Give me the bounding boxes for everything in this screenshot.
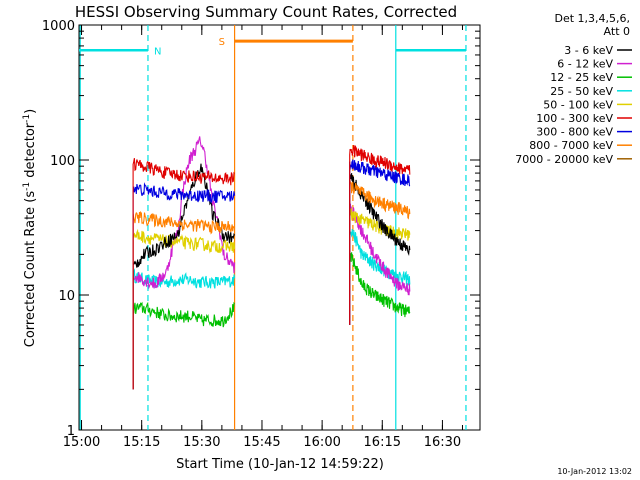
y-tick-label: 1 bbox=[67, 424, 75, 439]
x-tick-label: 16:00 bbox=[303, 435, 340, 450]
series-line bbox=[349, 159, 411, 325]
legend-label: 800 - 7000 keV bbox=[529, 139, 613, 152]
plot-frame bbox=[78, 24, 481, 431]
footer-timestamp: 10-Jan-2012 13:02 bbox=[557, 467, 632, 476]
legend-label: 25 - 50 keV bbox=[550, 85, 613, 98]
legend-label: 7000 - 20000 keV bbox=[515, 153, 613, 166]
series-line bbox=[349, 207, 411, 325]
y-axis-label: Corrected Count Rate (s-1 detector-1) bbox=[22, 109, 38, 347]
legend-header-line-1: Det 1,3,4,5,6, bbox=[554, 12, 630, 25]
x-tick-label: 15:15 bbox=[123, 435, 160, 450]
series-line bbox=[349, 226, 411, 325]
legend-label: 50 - 100 keV bbox=[543, 98, 613, 111]
series-line bbox=[132, 301, 236, 390]
series-line bbox=[349, 145, 411, 325]
chart-title: HESSI Observing Summary Count Rates, Cor… bbox=[75, 3, 457, 21]
legend-label: 6 - 12 keV bbox=[557, 58, 613, 71]
legend-label: 3 - 6 keV bbox=[564, 44, 613, 57]
night-label: N bbox=[154, 46, 161, 57]
saa-label: S bbox=[219, 37, 225, 48]
x-tick-label: 16:15 bbox=[364, 435, 401, 450]
x-tick-label: 15:00 bbox=[63, 435, 100, 450]
legend-label: 100 - 300 keV bbox=[536, 112, 613, 125]
x-tick-label: 15:30 bbox=[183, 435, 220, 450]
series-line bbox=[349, 248, 411, 325]
series-line bbox=[132, 228, 236, 390]
series-line bbox=[132, 158, 235, 390]
y-tick-label: 10 bbox=[58, 289, 75, 304]
axis-ticks: 1 10 100 1000 15:00 15:15 15:30 15:45 16:00 16:15… bbox=[42, 19, 480, 450]
legend-label: 300 - 800 keV bbox=[536, 126, 613, 139]
series-line bbox=[349, 173, 411, 325]
series-line bbox=[132, 182, 236, 390]
series-line bbox=[132, 268, 236, 390]
legend-label: 12 - 25 keV bbox=[550, 71, 613, 84]
x-tick-label: 16:30 bbox=[424, 435, 461, 450]
y-tick-label: 100 bbox=[50, 154, 75, 169]
plot-area: NS bbox=[78, 24, 481, 431]
y-tick-label: 1000 bbox=[42, 19, 75, 34]
x-tick-label: 15:45 bbox=[243, 435, 280, 450]
series-line bbox=[349, 179, 411, 325]
x-axis-label: Start Time (10-Jan-12 14:59:22) bbox=[176, 457, 384, 472]
legend-header-line-2: Att 0 bbox=[604, 25, 630, 38]
series-line bbox=[132, 136, 236, 390]
series-line bbox=[132, 210, 236, 390]
